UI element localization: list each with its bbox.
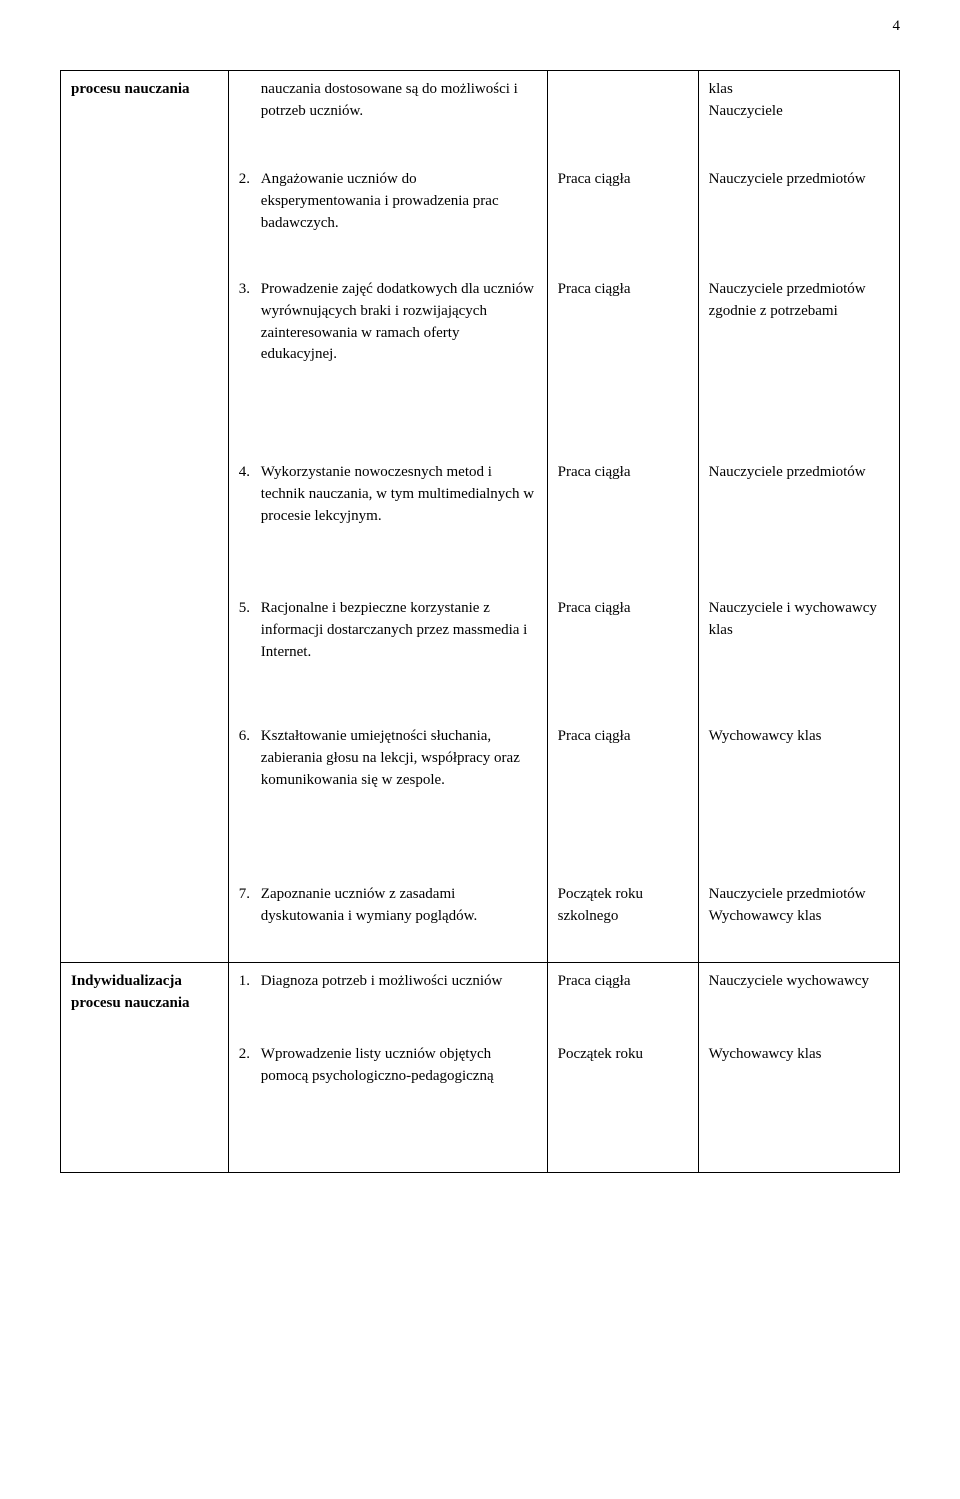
- list-item: 2.Wprowadzenie listy uczniów objętych po…: [239, 1044, 537, 1164]
- list-item: 6.Kształtowanie umiejętności słuchania, …: [239, 726, 537, 866]
- list-item: 3.Prowadzenie zajęć dodatkowych dla uczn…: [239, 279, 537, 444]
- table-row: Indywidualizacja procesu nauczania 1.Dia…: [61, 963, 900, 1173]
- document-page: 4 procesu nauczania nauczania dostosowan…: [0, 0, 960, 1499]
- list-item-text: Diagnoza potrzeb i możliwości uczniów: [261, 971, 537, 993]
- content-table: procesu nauczania nauczania dostosowane …: [60, 70, 900, 1173]
- cell-schedule: Praca ciągła Początek roku: [547, 963, 698, 1173]
- list-item-number: 5.: [239, 598, 261, 663]
- list-item-number: 7.: [239, 884, 261, 928]
- cell-value: Praca ciągła: [558, 598, 688, 708]
- list-item: 7.Zapoznanie uczniów z zasadami dyskutow…: [239, 884, 537, 954]
- cell-value: Praca ciągła: [558, 169, 688, 261]
- cell-value: [558, 79, 688, 151]
- list-item-text: Racjonalne i bezpieczne korzystanie z in…: [261, 598, 537, 663]
- table-row: procesu nauczania nauczania dostosowane …: [61, 71, 900, 963]
- cell-tasks: 1.Diagnoza potrzeb i możliwości uczniów 2…: [228, 963, 547, 1173]
- cell-schedule: Praca ciągła Praca ciągła Praca ciągła Prac…: [547, 71, 698, 963]
- list-item: 1.Diagnoza potrzeb i możliwości uczniów: [239, 971, 537, 1026]
- list-item-text: nauczania dostosowane są do możliwości i…: [239, 79, 537, 123]
- cell-value: Praca ciągła: [558, 462, 688, 580]
- cell-responsible: Nauczyciele wychowawcy Wychowawcy klas: [698, 963, 899, 1173]
- cell-value: Praca ciągła: [558, 971, 688, 1026]
- list-item-text: Wykorzystanie nowoczesnych metod i techn…: [261, 462, 537, 527]
- list-item-number: 6.: [239, 726, 261, 791]
- list-item-text: Angażowanie uczniów do eksperymentowania…: [261, 169, 537, 234]
- cell-value: Nauczyciele i wychowawcy klas: [709, 598, 889, 708]
- cell-value: Nauczyciele wychowawcy: [709, 971, 889, 1026]
- cell-value: Początek roku szkolnego: [558, 884, 688, 954]
- page-number: 4: [893, 18, 901, 35]
- list-item: 2.Angażowanie uczniów do eksperymentowan…: [239, 169, 537, 261]
- cell-value: Wychowawcy klas: [709, 1044, 889, 1164]
- cell-value: Nauczyciele przedmiotów: [709, 169, 889, 261]
- list-item-number: 3.: [239, 279, 261, 366]
- list-item-number: 4.: [239, 462, 261, 527]
- list-item-text: Wprowadzenie listy uczniów objętych pomo…: [261, 1044, 537, 1088]
- cell-value: Początek roku: [558, 1044, 688, 1164]
- cell-value: Nauczyciele przedmiotów zgodnie z potrze…: [709, 279, 889, 444]
- cell-tasks: nauczania dostosowane są do możliwości i…: [228, 71, 547, 963]
- list-item-number: 2.: [239, 169, 261, 234]
- cell-value: Wychowawcy klas: [709, 726, 889, 866]
- cell-responsible: klas Nauczyciele Nauczyciele przedmiotów N…: [698, 71, 899, 963]
- list-item: 5.Racjonalne i bezpieczne korzystanie z …: [239, 598, 537, 708]
- list-item-text: Kształtowanie umiejętności słuchania, za…: [261, 726, 537, 791]
- list-item: 4.Wykorzystanie nowoczesnych metod i tec…: [239, 462, 537, 580]
- list-item-text: Prowadzenie zajęć dodatkowych dla ucznió…: [261, 279, 537, 366]
- list-item-text: Zapoznanie uczniów z zasadami dyskutowan…: [261, 884, 537, 928]
- cell-value: klas Nauczyciele: [709, 79, 889, 151]
- cell-value: Nauczyciele przedmiotów Wychowawcy klas: [709, 884, 889, 954]
- cell-value: Praca ciągła: [558, 279, 688, 444]
- cell-value: Praca ciągła: [558, 726, 688, 866]
- cell-category: procesu nauczania: [61, 71, 229, 963]
- cell-value: Nauczyciele przedmiotów: [709, 462, 889, 580]
- list-item-number: 1.: [239, 971, 261, 993]
- list-item-number: 2.: [239, 1044, 261, 1088]
- cell-category: Indywidualizacja procesu nauczania: [61, 963, 229, 1173]
- list-item: nauczania dostosowane są do możliwości i…: [239, 79, 537, 151]
